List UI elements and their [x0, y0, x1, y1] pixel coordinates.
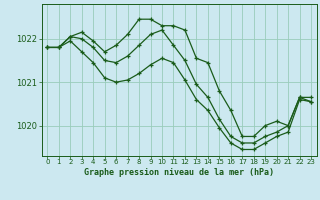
X-axis label: Graphe pression niveau de la mer (hPa): Graphe pression niveau de la mer (hPa)	[84, 168, 274, 177]
